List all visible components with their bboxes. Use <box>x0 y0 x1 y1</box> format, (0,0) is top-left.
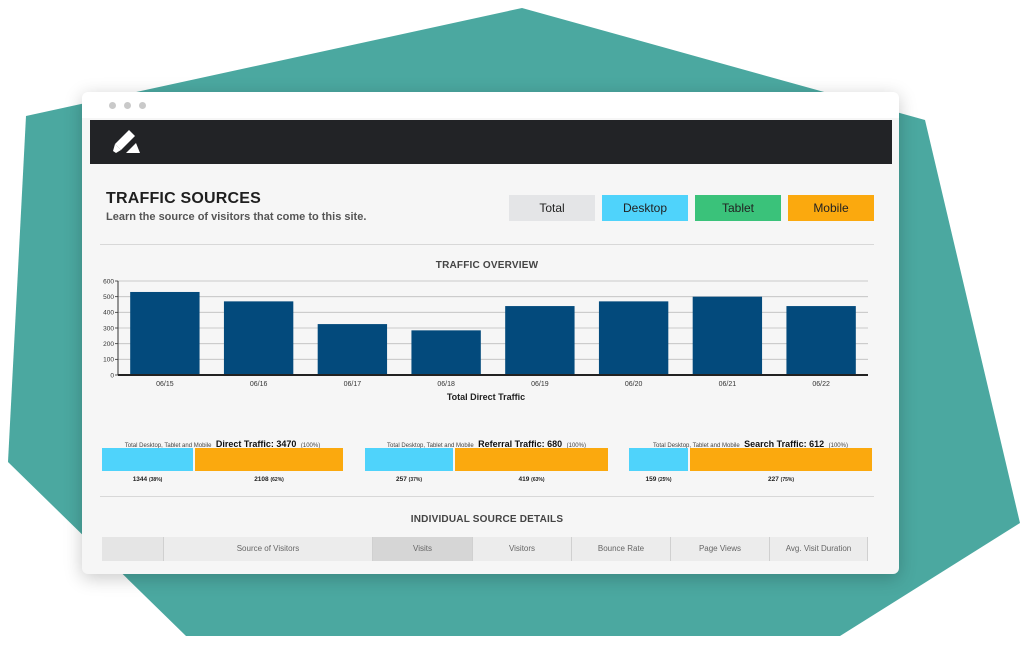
traffic-caption-label: Search Traffic: 612 <box>744 439 825 449</box>
desktop-value: 1344 <box>132 476 148 483</box>
desktop-share-bar[interactable] <box>102 448 193 471</box>
window-dot[interactable] <box>109 102 116 109</box>
traffic-caption: Total Desktop, Tablet and Mobile Direct … <box>102 434 343 452</box>
filter-total-button[interactable]: Total <box>509 195 595 221</box>
column-header-bounce-rate[interactable]: Bounce Rate <box>572 537 671 561</box>
browser-window: TRAFFIC SOURCES Learn the source of visi… <box>82 92 899 574</box>
traffic-caption-pct: (100%) <box>300 443 321 449</box>
desktop-pct: (25%) <box>658 477 672 483</box>
y-tick-label: 600 <box>103 278 114 285</box>
bar <box>786 306 856 375</box>
y-tick-label: 300 <box>103 325 114 332</box>
mobile-share-bar[interactable] <box>690 448 872 471</box>
mobile-value: 2108 <box>254 476 269 483</box>
y-tick-label: 500 <box>103 294 114 301</box>
filter-mobile-button[interactable]: Mobile <box>788 195 874 221</box>
desktop-share-value: 257 (37%) <box>365 476 453 483</box>
desktop-value: 159 <box>645 476 657 483</box>
bar <box>223 301 294 375</box>
desktop-share-bar[interactable] <box>629 448 688 471</box>
filter-desktop-button[interactable]: Desktop <box>602 195 688 221</box>
traffic-caption-prefix: Total Desktop, Tablet and Mobile <box>387 443 474 449</box>
traffic-caption: Total Desktop, Tablet and Mobile Search … <box>629 434 872 452</box>
mobile-value: 419 <box>518 476 530 483</box>
traffic-caption: Total Desktop, Tablet and Mobile Referra… <box>365 434 608 452</box>
app-header <box>90 120 892 164</box>
y-tick-label: 100 <box>103 357 114 364</box>
divider <box>100 244 874 245</box>
x-tick-label: 06/17 <box>344 381 362 388</box>
x-tick-label: 06/15 <box>156 381 174 388</box>
y-tick-label: 0 <box>110 372 114 379</box>
window-titlebar <box>82 92 899 118</box>
desktop-value: 257 <box>395 476 407 483</box>
y-tick-label: 400 <box>103 310 114 317</box>
mobile-share-value: 227 (75%) <box>690 476 872 483</box>
bar <box>505 306 575 375</box>
x-tick-label: 06/20 <box>625 381 643 388</box>
page-title: TRAFFIC SOURCES <box>106 190 261 207</box>
traffic-caption-prefix: Total Desktop, Tablet and Mobile <box>124 443 212 449</box>
x-tick-label: 06/16 <box>250 381 268 388</box>
traffic-caption-pct: (100%) <box>828 443 848 449</box>
desktop-share-value: 1344 (38%) <box>102 476 193 483</box>
filter-tablet-button[interactable]: Tablet <box>695 195 781 221</box>
mobile-share-bar[interactable] <box>455 448 608 471</box>
column-header-source[interactable]: Source of Visitors <box>164 537 373 561</box>
source-details-table-header: Source of Visitors Visits Visitors Bounc… <box>102 537 868 561</box>
pencil-logo-icon[interactable] <box>112 127 142 162</box>
bar <box>411 330 481 375</box>
x-tick-label: 06/21 <box>719 381 737 388</box>
traffic-caption-label: Direct Traffic: 3470 <box>215 439 297 449</box>
mobile-share-bar[interactable] <box>195 448 343 471</box>
traffic-caption-prefix: Total Desktop, Tablet and Mobile <box>653 443 740 449</box>
window-dot[interactable] <box>124 102 131 109</box>
window-dot[interactable] <box>139 102 146 109</box>
page-subtitle: Learn the source of visitors that come t… <box>106 211 367 223</box>
x-tick-label: 06/19 <box>531 381 549 388</box>
desktop-share-bar[interactable] <box>365 448 453 471</box>
traffic-caption-label: Referral Traffic: 680 <box>478 439 563 449</box>
traffic-caption-pct: (100%) <box>566 443 586 449</box>
desktop-pct: (37%) <box>408 477 422 483</box>
column-header-blank[interactable] <box>102 537 164 561</box>
column-header-visitors[interactable]: Visitors <box>473 537 572 561</box>
bar <box>130 291 200 375</box>
x-tick-label: 06/18 <box>437 381 455 388</box>
bar <box>692 296 763 375</box>
bar <box>598 301 669 375</box>
divider <box>100 496 874 497</box>
mobile-value: 227 <box>767 476 779 483</box>
mobile-share-value: 419 (63%) <box>455 476 608 483</box>
x-tick-label: 06/22 <box>812 381 830 388</box>
column-header-page-views[interactable]: Page Views <box>671 537 770 561</box>
column-header-visits[interactable]: Visits <box>373 537 473 561</box>
mobile-pct: (62%) <box>270 477 284 483</box>
main-content: TRAFFIC SOURCES Learn the source of visi… <box>100 164 874 574</box>
column-header-avg-visit-duration[interactable]: Avg. Visit Duration <box>770 537 868 561</box>
bar <box>317 324 388 375</box>
desktop-share-value: 159 (25%) <box>629 476 688 483</box>
mobile-share-value: 2108 (62%) <box>195 476 343 483</box>
source-details-title: INDIVIDUAL SOURCE DETAILS <box>410 514 564 525</box>
x-axis-label: Total Direct Traffic <box>447 392 525 402</box>
traffic-bar-chart: 0 100 200 300 400 500 600 06/15 06/16 06/17 06/18 0… <box>103 278 868 402</box>
y-tick-label: 200 <box>103 341 114 348</box>
mobile-pct: (75%) <box>780 477 794 483</box>
traffic-overview-title: TRAFFIC OVERVIEW <box>435 260 539 271</box>
desktop-pct: (38%) <box>148 477 163 483</box>
mobile-pct: (63%) <box>531 477 545 483</box>
